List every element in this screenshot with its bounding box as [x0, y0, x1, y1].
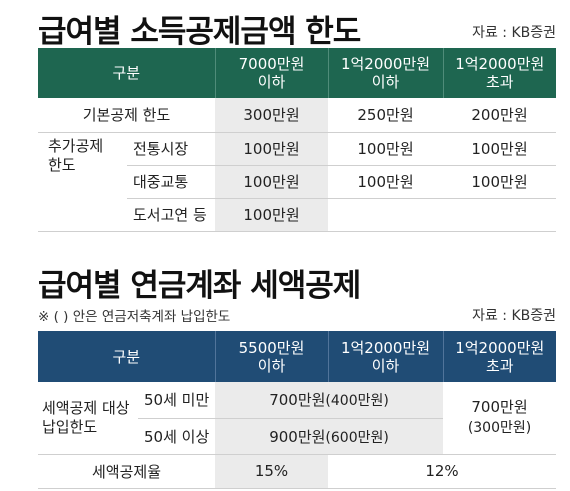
50-plus-savings-limit: (600만원) [325, 429, 389, 446]
payment-limit-label: 세액공제 대상 납입한도 [38, 382, 138, 455]
pension-tax-credit-table: 구분 5500만원 이하 1억2000만원 이하 1억2000만원 초과 세액공제 대… [38, 331, 557, 489]
header-under-55m: 5500만원 이하 [215, 331, 329, 382]
table-row: 대중교통 100만원 100만원 100만원 [38, 165, 557, 199]
50-plus-value: 900만원(600만원) [215, 418, 444, 455]
over-120m-value: 700만원 (300만원) [443, 382, 557, 455]
books-value-col1: 100만원 [215, 198, 329, 232]
basic-value-col1: 300만원 [215, 98, 329, 133]
table-row: 추가공제 한도 전통시장 100만원 100만원 100만원 [38, 132, 557, 232]
under-50-value: 700만원(400만원) [215, 382, 444, 419]
income-deduction-table: 구분 7000만원 이하 1억2000만원 이하 1억2000만원 초과 기본공제 한… [38, 48, 557, 232]
market-value-col3: 100만원 [443, 132, 557, 166]
row-label-under-50: 50세 미만 [138, 382, 216, 419]
table-row: 도서고연 등 100만원 [38, 198, 557, 232]
section2-title: 급여별 연금계좌 세액공제 [38, 268, 361, 304]
market-value-col1: 100만원 [215, 132, 329, 166]
table-row: 기본공제 한도 300만원 250만원 200만원 [38, 98, 557, 133]
market-value-col2: 100만원 [328, 132, 444, 166]
rate-under-55m: 15% [215, 454, 329, 489]
header-over-120m: 1억2000만원 초과 [443, 331, 557, 382]
header-category: 구분 [38, 331, 216, 382]
row-label-transit: 대중교통 [127, 165, 216, 199]
header-under-70m: 7000만원 이하 [215, 48, 329, 98]
basic-value-col3: 200만원 [443, 98, 557, 133]
row-label-50-plus: 50세 이상 [138, 418, 216, 455]
rate-over-55m: 12% [328, 454, 557, 489]
section2-source: 자료 : KB증권 [472, 308, 556, 324]
50-plus-amount: 900만원 [269, 427, 326, 446]
row-label-books: 도서고연 등 [127, 198, 216, 232]
books-value-col2 [328, 198, 444, 232]
basic-deduction-label: 기본공제 한도 [38, 98, 216, 133]
section2-note: ※ ( ) 안은 연금저축계좌 납입한도 [38, 309, 231, 325]
basic-value-col2: 250만원 [328, 98, 444, 133]
over-120m-amount: 700만원 [471, 398, 528, 417]
section1-source: 자료 : KB증권 [472, 25, 556, 41]
transit-value-col3: 100만원 [443, 165, 557, 199]
books-value-col3 [443, 198, 557, 232]
under-50-amount: 700만원 [269, 391, 326, 410]
under-50-savings-limit: (400만원) [325, 393, 389, 410]
table-row: 세액공제율 15% 12% [38, 454, 557, 489]
over-120m-savings-limit: (300만원) [467, 420, 532, 437]
tax-credit-rate-label: 세액공제율 [38, 454, 216, 489]
row-label-market: 전통시장 [127, 132, 216, 166]
extra-deduction-label: 추가공제 한도 [38, 132, 127, 232]
header-category: 구분 [38, 48, 216, 98]
transit-value-col2: 100만원 [328, 165, 444, 199]
table-row: 50세 이상 900만원(600만원) [38, 418, 556, 455]
header-under-120m: 1억2000만원 이하 [328, 331, 444, 382]
table-row: 세액공제 대상 납입한도 50세 미만 700만원(400만원) 700만원 (3… [38, 382, 557, 455]
header-under-120m: 1억2000만원 이하 [328, 48, 444, 98]
section1-title: 급여별 소득공제금액 한도 [38, 14, 361, 50]
transit-value-col1: 100만원 [215, 165, 329, 199]
header-over-120m: 1억2000만원 초과 [443, 48, 557, 98]
